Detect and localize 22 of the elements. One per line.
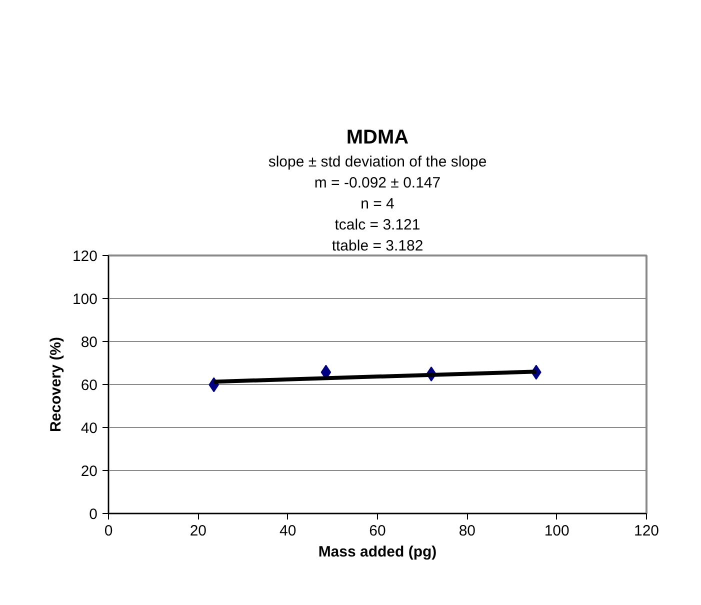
y-tick-label: 60: [80, 377, 98, 394]
x-tick-label: 80: [458, 522, 476, 540]
chart-title: MDMA: [346, 126, 409, 148]
x-tick-label: 100: [544, 522, 570, 540]
y-tick-label: 0: [89, 506, 98, 523]
x-tick-label: 40: [279, 522, 296, 540]
y-tick-label: 120: [72, 248, 98, 265]
x-tick-label: 20: [190, 522, 207, 540]
x-axis-title: Mass added (pg): [318, 544, 437, 560]
text: slope ± std deviation of the slope: [268, 154, 487, 170]
y-axis-title: Recovery (%): [47, 336, 64, 432]
text: tcalc = 3.121: [334, 216, 420, 234]
text: n = 4: [360, 196, 394, 212]
y-tick-label: 40: [80, 420, 98, 437]
x-tick-label: 120: [634, 522, 660, 540]
text: m = -0.092 ± 0.147: [314, 174, 441, 192]
x-tick-label: 0: [104, 522, 113, 540]
text: ttable = 3.182: [332, 238, 424, 254]
y-tick-label: 20: [80, 463, 98, 480]
y-tick-label: 80: [80, 334, 98, 351]
y-tick-label: 100: [72, 291, 98, 308]
x-tick-label: 60: [369, 522, 386, 540]
